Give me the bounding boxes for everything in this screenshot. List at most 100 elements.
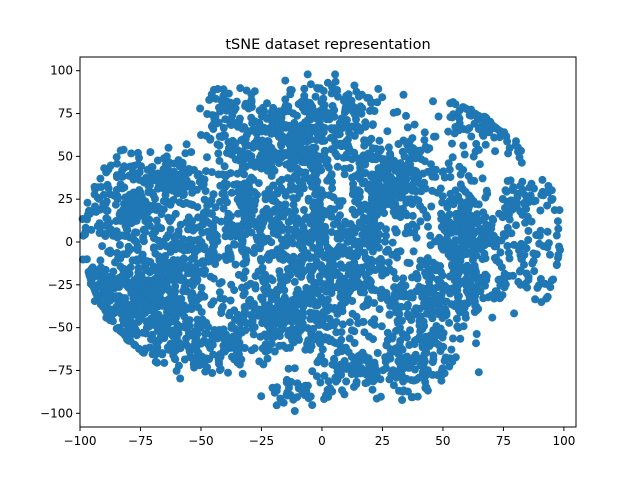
scatter-point [234,313,243,321]
scatter-point [420,128,429,137]
scatter-point [370,220,379,229]
scatter-point [289,252,298,261]
x-tick-label: −25 [249,434,274,448]
scatter-point [215,288,224,297]
scatter-point [316,246,325,255]
scatter-point [315,156,323,165]
scatter-point [225,311,234,320]
scatter-point [451,186,460,195]
scatter-point [260,284,268,293]
scatter-point [509,183,518,192]
scatter-point [503,177,512,185]
scatter-point [325,191,334,200]
scatter-point [388,238,397,247]
scatter-point [336,211,344,220]
scatter-point [314,115,323,124]
scatter-point [365,243,374,251]
scatter-point [460,235,469,244]
scatter-point [329,220,338,229]
scatter-point [231,353,240,362]
scatter-point [156,332,165,341]
scatter-point [138,207,147,215]
scatter-point [133,294,142,303]
scatter-point [98,281,107,290]
scatter-point [179,200,188,209]
scatter-point [317,297,326,306]
scatter-point [97,183,106,191]
scatter-point [258,103,267,112]
scatter-point [374,190,383,199]
scatter-point [268,383,277,392]
scatter-point [354,237,363,246]
scatter-point [438,198,447,207]
scatter-point [524,236,533,244]
scatter-point [146,343,155,352]
scatter-point [153,173,162,182]
scatter-point [158,350,167,359]
scatter-point [267,171,276,180]
scatter-point [171,232,180,241]
scatter-point [367,233,376,242]
scatter-point [299,308,308,317]
scatter-point [549,275,558,284]
scatter-point [350,327,359,336]
scatter-point [472,251,481,260]
scatter-point [166,200,175,209]
scatter-point [438,192,447,201]
scatter-point [368,385,377,394]
scatter-point [354,169,363,178]
x-tick-label: 100 [552,434,575,448]
scatter-point [503,242,512,250]
scatter-point [266,274,275,283]
scatter-point [263,354,272,363]
scatter-point [104,184,113,193]
scatter-point [275,341,284,350]
scatter-point [424,222,432,231]
scatter-point [83,211,92,220]
scatter-point [126,162,135,171]
scatter-point [287,378,296,386]
scatter-point [141,263,150,272]
scatter-point [382,231,390,240]
scatter-point [402,374,411,383]
scatter-point [307,275,316,284]
chart-title: tSNE dataset representation [225,37,430,53]
scatter-point [230,341,239,350]
scatter-point [120,265,129,273]
scatter-point [340,170,349,179]
scatter-point [313,177,322,186]
scatter-point [423,287,432,296]
scatter-point [393,107,402,116]
scatter-point [423,213,432,222]
scatter-point [481,140,490,149]
scatter-point [375,305,384,314]
scatter-point [414,373,423,382]
scatter-point [415,263,424,272]
scatter-point [153,358,162,367]
scatter-point [342,377,351,386]
x-tick-label: 25 [375,434,390,448]
scatter-point [269,181,278,190]
scatter-point [128,328,137,337]
scatter-point [437,376,446,385]
scatter-point [309,309,318,318]
scatter-point [283,391,292,400]
scatter-point [291,262,300,271]
scatter-point [153,282,162,291]
scatter-point [373,236,382,245]
scatter-point [372,170,381,179]
scatter-point [449,200,458,209]
scatter-point [148,163,157,171]
scatter-point [125,314,134,323]
scatter-point [262,317,271,326]
scatter-point [226,254,235,263]
scatter-point [299,268,308,277]
scatter-point [352,312,361,321]
scatter-point [91,202,99,211]
scatter-point [395,359,404,368]
scatter-point [253,161,262,170]
scatter-point [112,185,121,194]
scatter-point [289,194,298,203]
scatter-point [118,271,127,280]
scatter-point [349,359,358,368]
